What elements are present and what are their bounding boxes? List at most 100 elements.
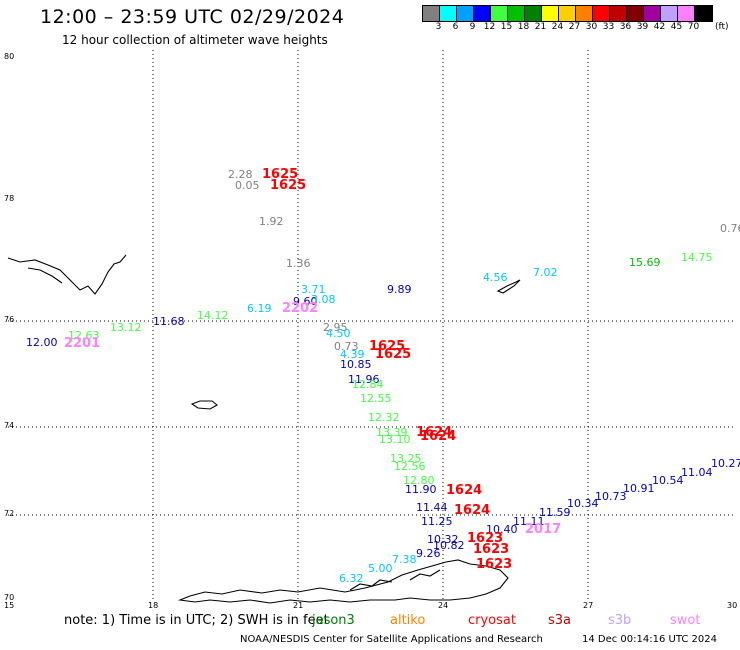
coastline: [7, 254, 521, 604]
wave-height-label: 10.27: [711, 457, 740, 470]
wave-height-label: 12.84: [352, 378, 384, 391]
pass-time-label: 1625: [375, 347, 411, 362]
wave-height-label: 10.34: [567, 497, 599, 510]
pass-time-label: 1625: [270, 178, 306, 193]
sat-swot: swot: [670, 613, 701, 628]
wave-height-label: 6.32: [339, 572, 364, 585]
wave-height-label: 10.91: [623, 482, 655, 495]
wave-height-label: 12.80: [403, 474, 435, 487]
legend-tick-label: 39: [636, 22, 649, 32]
wave-height-label: 0.73: [334, 340, 359, 353]
legend-tick-label: 12: [483, 22, 496, 32]
wave-height-label: 12.00: [26, 336, 58, 349]
pass-time-label: 1625: [262, 167, 298, 182]
legend-swatch: [491, 6, 508, 21]
wave-height-label: 11.25: [421, 515, 453, 528]
sat-cryosat: cryosat: [468, 613, 516, 628]
legend-swatch: [627, 6, 644, 21]
legend-tick-label: 3: [435, 22, 442, 32]
legend-tick-label: 15: [500, 22, 513, 32]
wave-height-label: 2.28: [228, 168, 253, 181]
lon-label-27: 27: [583, 601, 594, 610]
legend-swatch: [440, 6, 457, 21]
lon-label-15: 15: [4, 601, 15, 610]
pass-time-label: 2202: [282, 301, 318, 316]
wave-height-label: 0.76: [720, 222, 740, 235]
pass-time-label: 1624: [454, 503, 490, 518]
wave-height-label: 11.90: [405, 483, 437, 496]
wave-height-label: 11.04: [681, 466, 713, 479]
wave-height-label: 1.36: [286, 257, 311, 270]
lon-label-18: 18: [148, 601, 159, 610]
wave-height-label: 14.75: [681, 251, 713, 264]
lat-label-76: 76: [4, 315, 15, 324]
pass-time-label: 1625: [369, 339, 405, 354]
wave-height-label: 13.39: [376, 426, 408, 439]
generated-timestamp: 14 Dec 00:14:16 UTC 2024: [582, 634, 717, 645]
legend-swatch: [525, 6, 542, 21]
wave-height-label: 10.82: [433, 539, 465, 552]
pass-time-label: 1624: [446, 483, 482, 498]
legend-tick-label: 24: [551, 22, 564, 32]
lon-label-21: 21: [293, 601, 304, 610]
lat-label-74: 74: [4, 421, 15, 430]
lat-label-80: 80: [4, 52, 15, 61]
wave-height-label: 13.10: [379, 433, 411, 446]
wave-height-label: 4.56: [483, 271, 508, 284]
credit-text: NOAA/NESDIS Center for Satellite Applica…: [240, 634, 543, 645]
wave-height-label: 10.32: [427, 533, 459, 546]
legend-swatch: [559, 6, 576, 21]
wave-height-label: 3.71: [301, 283, 326, 296]
legend-tick-label: 21: [534, 22, 547, 32]
footer-note: note: 1) Time is in UTC; 2) SWH is in fe…: [64, 613, 329, 628]
pass-time-label: 1624: [416, 425, 452, 440]
wave-height-label: 9.26: [416, 547, 441, 560]
lon-label-30: 30: [727, 601, 738, 610]
wave-height-label: 11.11: [513, 515, 545, 528]
wave-height-label: 6.19: [247, 302, 272, 315]
legend-tick-label: 6: [452, 22, 459, 32]
wave-height-label: 10.40: [486, 523, 518, 536]
wave-height-label: 0.05: [235, 179, 260, 192]
wave-height-label: 12.56: [394, 460, 426, 473]
wave-height-label: 1.92: [259, 215, 284, 228]
pass-time-label: 1624: [420, 429, 456, 444]
map-subtitle: 12 hour collection of altimeter wave hei…: [62, 33, 328, 47]
legend-tick-label: 33: [602, 22, 615, 32]
legend-swatch: [695, 6, 712, 21]
legend-swatch: [610, 6, 627, 21]
wave-height-label: 10.54: [652, 474, 684, 487]
wave-height-label: 13.12: [110, 321, 142, 334]
legend-tick-label: 42: [653, 22, 666, 32]
legend-swatch: [644, 6, 661, 21]
wave-height-label: 12.32: [368, 411, 400, 424]
wave-height-label: 5.00: [368, 562, 393, 575]
wave-height-label: 13.25: [390, 452, 422, 465]
pass-time-label: 2017: [525, 522, 561, 537]
legend-tick-label: 27: [568, 22, 581, 32]
wave-height-label: 10.73: [595, 490, 627, 503]
wave-height-label: 7.38: [392, 553, 417, 566]
color-legend: [422, 5, 713, 22]
wave-height-label: 11.68: [153, 315, 185, 328]
legend-swatch: [593, 6, 610, 21]
sat-s3b: s3b: [608, 613, 632, 628]
pass-time-label: 1623: [473, 542, 509, 557]
wave-height-label: 3.08: [311, 293, 336, 306]
legend-tick-label: 18: [517, 22, 530, 32]
sat-jason3: jason3: [312, 613, 355, 628]
legend-unit: (ft): [715, 22, 729, 32]
lon-label-24: 24: [438, 601, 449, 610]
map-title: 12:00 – 23:59 UTC 02/29/2024: [40, 6, 345, 28]
wave-height-labels: 2.280.05 1.92 0.76 1.36 3.719.603.08 6.19 9.89…: [26, 168, 740, 585]
wave-height-label: 9.60: [293, 295, 318, 308]
lat-label-72: 72: [4, 509, 15, 518]
pass-time-label: 2201: [64, 336, 100, 351]
legend-swatch: [576, 6, 593, 21]
legend-swatch: [474, 6, 491, 21]
wave-height-label: 9.89: [387, 283, 412, 296]
wave-height-label: 12.63: [68, 329, 100, 342]
legend-swatch: [508, 6, 525, 21]
